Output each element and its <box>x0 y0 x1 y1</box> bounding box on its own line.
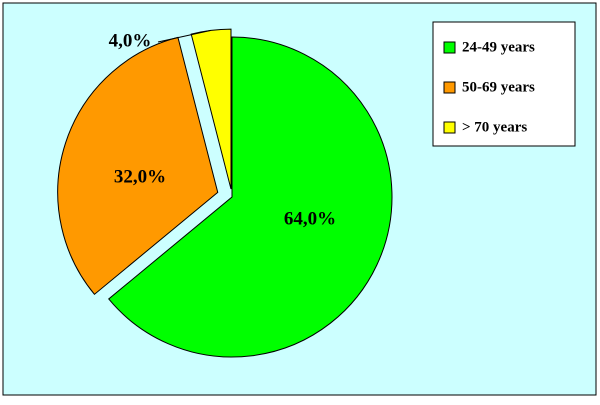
legend-swatch <box>443 81 456 94</box>
pie: 64,0% 32,0% 4,0% <box>57 28 393 358</box>
legend-label: > 70 years <box>462 119 527 135</box>
legend-swatch <box>443 121 456 134</box>
legend-items: 24-49 years 50-69 years > 70 years <box>443 39 535 135</box>
data-label: 4,0% <box>109 30 152 51</box>
legend-label: 50-69 years <box>462 79 535 95</box>
legend <box>432 21 576 147</box>
data-label: 64,0% <box>284 208 336 229</box>
legend-swatch <box>443 41 456 54</box>
legend-label: 24-49 years <box>462 39 535 55</box>
leader-line <box>157 29 212 43</box>
pie-slice <box>108 36 393 358</box>
data-label: 32,0% <box>114 166 166 187</box>
pie-slice <box>57 36 219 296</box>
